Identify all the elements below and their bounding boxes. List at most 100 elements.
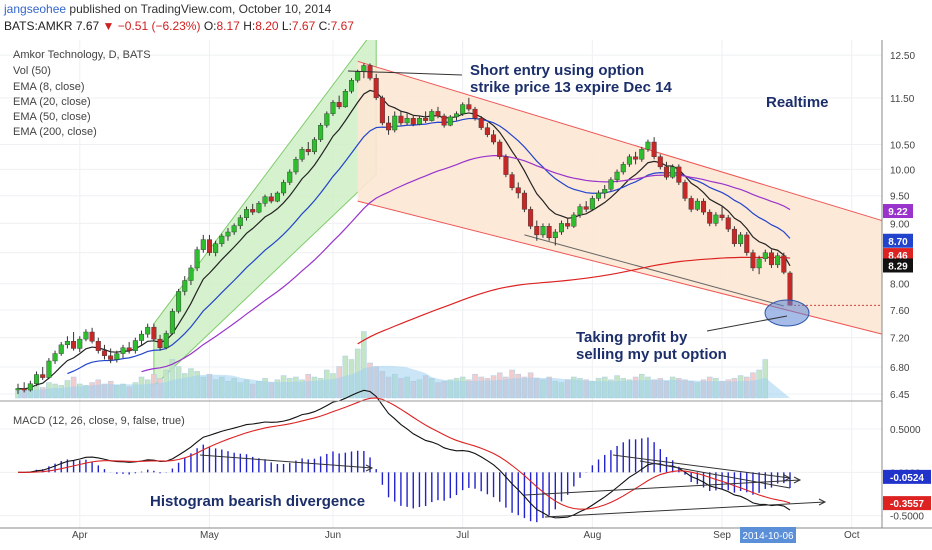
candle-body xyxy=(694,200,700,210)
candle-body xyxy=(219,235,225,244)
price-badge xyxy=(883,258,913,273)
candle-body xyxy=(688,198,694,210)
candle-body xyxy=(225,231,231,237)
candle-body xyxy=(453,113,459,118)
candle-body xyxy=(651,141,657,157)
price-tick-label: 7.20 xyxy=(890,334,910,345)
price-tick-label: 10.50 xyxy=(890,140,915,151)
candle-body xyxy=(657,156,663,168)
high-value: 8.20 xyxy=(255,19,279,33)
candle-body xyxy=(497,141,503,157)
candle-body xyxy=(176,291,182,312)
price-badge xyxy=(883,233,913,248)
candle-body xyxy=(89,331,95,342)
macd-pane xyxy=(17,389,791,523)
candle-body xyxy=(287,171,293,183)
ema200-line xyxy=(357,256,791,345)
month-tick-label: May xyxy=(200,530,219,541)
candle-body xyxy=(738,234,744,244)
candle-body xyxy=(15,388,21,391)
candle-body xyxy=(145,326,151,335)
candle-body xyxy=(268,196,274,202)
candle-body xyxy=(188,267,194,281)
grid xyxy=(0,40,882,528)
candle-body xyxy=(132,340,138,351)
candle-body xyxy=(416,118,422,125)
candle-body xyxy=(682,182,688,199)
candle-body xyxy=(46,360,52,378)
candle-body xyxy=(620,164,626,173)
legend: Amkor Technology, D, BATS Vol (50) EMA (… xyxy=(13,49,151,138)
legend-ema50: EMA (50, close) xyxy=(13,111,91,123)
chart-canvas[interactable]: 12.5011.5010.5010.009.509.008.508.007.60… xyxy=(0,40,932,550)
candle-body xyxy=(342,91,348,108)
candle-body xyxy=(478,118,484,128)
legend-ema8: EMA (8, close) xyxy=(13,81,85,93)
author-link[interactable]: jangseohee xyxy=(4,2,67,16)
candle-body xyxy=(503,156,509,175)
candle-body xyxy=(311,139,317,153)
price-badge-label: 8.46 xyxy=(888,251,908,262)
candle-body xyxy=(182,280,188,292)
candle-body xyxy=(509,174,515,188)
candle-body xyxy=(262,196,268,204)
divergence-label: Histogram bearish divergence xyxy=(150,493,365,510)
taking-profit-line1: Taking profit by xyxy=(576,329,688,346)
candle-body xyxy=(398,115,404,124)
candle-body xyxy=(34,374,40,384)
candle-body xyxy=(768,252,774,266)
candle-body xyxy=(40,374,46,378)
open-label: O: xyxy=(203,19,217,33)
candle-body xyxy=(528,209,534,227)
candle-body xyxy=(169,311,175,334)
candle-body xyxy=(139,333,145,341)
macd-legend: MACD (12, 26, close, 9, false, true) xyxy=(13,415,185,427)
short-entry-line2: strike price 13 expire Dec 14 xyxy=(470,79,672,96)
candle-body xyxy=(151,326,157,340)
price-tick-label: 6.80 xyxy=(890,363,910,374)
short-entry-pointer xyxy=(347,70,463,76)
month-tick-label: Sep xyxy=(713,530,731,541)
candle-body xyxy=(330,102,336,114)
candle-body xyxy=(701,200,707,213)
publish-text: published on TradingView.com, October 10… xyxy=(69,2,332,16)
ema50-line xyxy=(141,155,791,373)
month-tick-label: Jun xyxy=(325,530,341,541)
profit-pointer xyxy=(706,315,788,332)
candle-body xyxy=(194,249,200,269)
macd-tick-label: 0.5000 xyxy=(890,425,921,436)
legend-ema200: EMA (200, close) xyxy=(13,126,97,138)
price-change: −0.51 (−6.23%) xyxy=(117,19,201,33)
candle-body xyxy=(435,111,441,117)
candle-body xyxy=(645,141,651,150)
price-badge-label: 8.70 xyxy=(888,237,908,248)
candle-body xyxy=(386,122,392,131)
macd-tick-label: -0.5000 xyxy=(890,512,924,523)
candle-body xyxy=(565,223,571,227)
candle-body xyxy=(676,166,682,183)
candle-body xyxy=(577,206,583,216)
price-tick-label: 8.00 xyxy=(890,280,910,291)
support-line xyxy=(524,234,784,307)
price-tick-label: 12.50 xyxy=(890,51,915,62)
month-tick-label: Jul xyxy=(456,530,469,541)
volume-average-area xyxy=(18,365,790,398)
candle-body xyxy=(281,182,287,194)
candle-body xyxy=(349,80,355,92)
candle-body xyxy=(781,255,787,273)
date-badge xyxy=(740,527,796,543)
month-tick-label: Apr xyxy=(72,530,88,541)
candle-body xyxy=(633,156,639,160)
candle-body xyxy=(670,166,676,178)
candle-body xyxy=(521,192,527,210)
candle-body xyxy=(608,179,614,190)
candles xyxy=(15,63,882,395)
candle-body xyxy=(392,115,398,131)
close-label: C: xyxy=(318,19,331,33)
date-badge-label: 2014-10-06 xyxy=(742,531,794,542)
low-value: 7.67 xyxy=(291,19,316,33)
candle-body xyxy=(71,341,77,349)
short-entry-line1: Short entry using option xyxy=(470,62,644,79)
candle-body xyxy=(441,115,447,126)
downtrend-upper-line xyxy=(357,60,883,222)
